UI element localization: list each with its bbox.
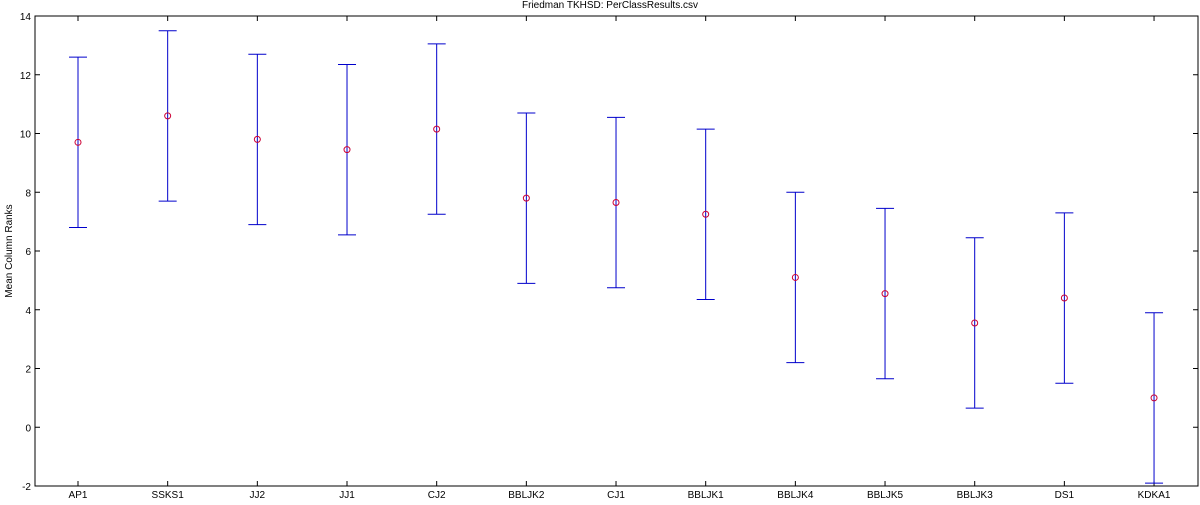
y-tick-label: 8 xyxy=(25,188,31,199)
mean-rank-point xyxy=(881,290,889,298)
mean-rank-point xyxy=(1150,394,1158,402)
mean-rank-point xyxy=(791,273,799,281)
y-axis: -2 0 2 4 6 8 10 12 14 xyxy=(20,12,1198,493)
y-tick-label: 0 xyxy=(25,423,31,434)
y-tick-label: 12 xyxy=(20,71,32,82)
mean-rank-point xyxy=(1060,294,1068,302)
errorbar-group xyxy=(786,191,805,364)
y-axis-label: Mean Column Ranks xyxy=(4,204,15,297)
y-tick-label: 10 xyxy=(20,130,32,141)
y-tick-label: 4 xyxy=(25,306,31,317)
mean-rank-point xyxy=(164,112,172,120)
mean-rank-point xyxy=(971,319,979,327)
y-tick-label: 14 xyxy=(20,12,32,23)
errorbar-group xyxy=(1055,212,1074,384)
x-tick-label: BBLJK5 xyxy=(867,490,904,500)
chart-marks xyxy=(69,30,1164,484)
y-tick-label: -2 xyxy=(22,482,31,493)
x-tick-label: BBLJK2 xyxy=(508,490,545,500)
x-tick-label: BBLJK1 xyxy=(688,490,725,500)
errorbar-group xyxy=(607,116,626,289)
chart-title: Friedman TKHSD: PerClassResults.csv xyxy=(522,0,698,11)
mean-rank-point xyxy=(343,146,351,154)
x-tick-label: BBLJK3 xyxy=(957,490,994,500)
errorbar-group xyxy=(69,56,87,228)
y-tick-label: 2 xyxy=(25,365,31,376)
errorbar-group xyxy=(338,63,357,236)
x-axis: AP1 SSKS1 JJ2 JJ1 CJ2 BBLJK2 CJ1 BBLJK1 BBLJK4 BB… xyxy=(69,16,1171,501)
errorbar-group xyxy=(158,30,177,202)
errorbar-group xyxy=(248,53,267,226)
mean-rank-point xyxy=(522,194,530,202)
errorbar-group xyxy=(696,128,715,300)
x-tick-label: JJ2 xyxy=(250,490,266,500)
x-tick-label: DS1 xyxy=(1055,490,1075,500)
x-tick-label: JJ1 xyxy=(339,490,355,500)
errorbar-group xyxy=(517,112,536,284)
errorbar-group xyxy=(427,43,446,215)
mean-rank-point xyxy=(702,210,710,218)
x-tick-label: KDKA1 xyxy=(1138,490,1171,500)
x-tick-label: CJ2 xyxy=(428,490,446,500)
x-tick-label: BBLJK4 xyxy=(777,490,814,500)
x-tick-label: CJ1 xyxy=(607,490,625,500)
x-tick-label: SSKS1 xyxy=(152,490,185,500)
errorbar-group xyxy=(965,237,984,409)
y-tick-label: 6 xyxy=(25,247,31,258)
mean-rank-point xyxy=(74,138,82,146)
mean-rank-point xyxy=(433,125,441,133)
errorbar-group xyxy=(876,207,895,380)
x-tick-label: AP1 xyxy=(69,490,88,500)
errorbar-group xyxy=(1145,312,1164,484)
mean-rank-point xyxy=(253,135,261,143)
mean-rank-point xyxy=(612,199,620,207)
